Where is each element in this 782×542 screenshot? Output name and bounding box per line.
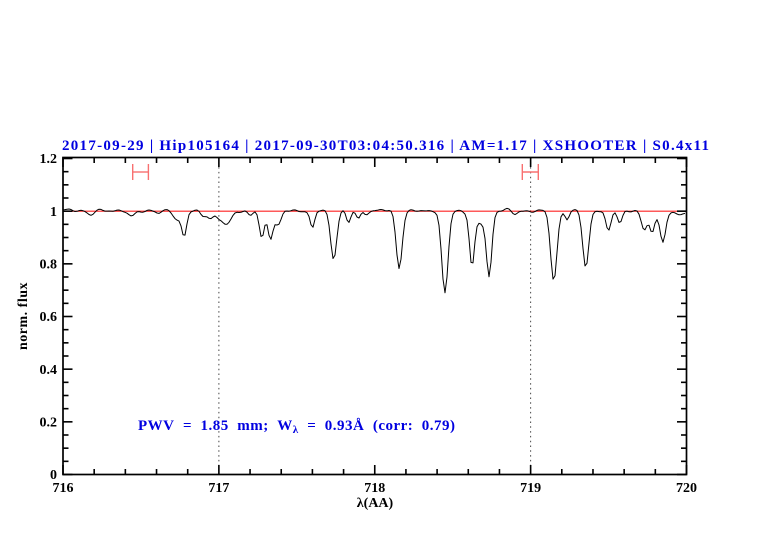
svg-text:720: 720 bbox=[676, 481, 697, 496]
svg-text:717: 717 bbox=[208, 481, 229, 496]
svg-text:0: 0 bbox=[50, 468, 57, 483]
svg-text:2017-09-29 | Hip105164 | 2017-: 2017-09-29 | Hip105164 | 2017-09-30T03:0… bbox=[62, 138, 710, 154]
svg-text:716: 716 bbox=[53, 481, 74, 496]
svg-text:718: 718 bbox=[364, 481, 385, 496]
svg-text:1.2: 1.2 bbox=[40, 152, 58, 167]
svg-text:0.4: 0.4 bbox=[40, 363, 58, 378]
svg-text:0.6: 0.6 bbox=[40, 310, 58, 325]
svg-text:0.8: 0.8 bbox=[40, 258, 58, 273]
svg-text:0.2: 0.2 bbox=[40, 416, 58, 431]
svg-text:λ(AA): λ(AA) bbox=[357, 496, 394, 511]
svg-text:719: 719 bbox=[520, 481, 541, 496]
svg-text:PWV = 1.85 mm; Wλ = 0.93: PWV = 1.85 mm; Wλ = 0.93Å (corr: 0.79) bbox=[138, 418, 456, 436]
svg-text:1: 1 bbox=[50, 205, 57, 220]
svg-text:norm. flux: norm. flux bbox=[16, 282, 31, 350]
